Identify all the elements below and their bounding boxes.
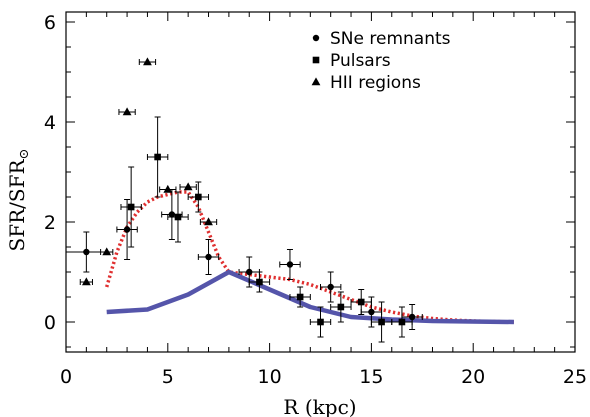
dotted-model-curve — [105, 190, 514, 324]
plot-frame — [65, 11, 576, 353]
y-tick-label: 6 — [44, 12, 56, 34]
square-point — [154, 153, 161, 161]
legend-triangle-marker — [311, 77, 321, 86]
x-tick-label: 15 — [359, 366, 383, 388]
triangle-point — [122, 107, 132, 116]
legend-circle-marker — [312, 34, 320, 42]
x-tick-label: 5 — [162, 366, 174, 388]
square-point — [195, 193, 202, 201]
x-axis-title: R (kpc) — [283, 395, 356, 417]
x-tick-label: 0 — [60, 366, 72, 388]
triangle-point — [163, 184, 173, 193]
circle-point — [168, 211, 176, 218]
circle-point — [408, 313, 416, 321]
triangle-point — [143, 57, 152, 66]
x-tick-label: 10 — [258, 366, 282, 388]
x-tick-label: 25 — [563, 366, 587, 388]
square-point — [398, 318, 406, 326]
circle-point — [368, 308, 375, 316]
legend-square-marker — [312, 56, 320, 64]
y-tick-label: 2 — [44, 212, 56, 234]
y-tick-label: 4 — [44, 112, 56, 134]
square-point — [357, 298, 365, 306]
x-tick-label: 20 — [461, 366, 485, 388]
circle-point — [123, 226, 131, 233]
legend-label: Pulsars — [330, 51, 391, 71]
circle-point — [327, 283, 334, 291]
square-point — [127, 203, 135, 211]
triangle-point — [81, 277, 91, 286]
legend-label: HII regions — [330, 73, 421, 93]
y-axis-title: SFR/SFR⊙ — [5, 149, 32, 252]
square-point — [317, 318, 324, 326]
circle-point — [205, 253, 212, 261]
error-bars — [65, 59, 423, 343]
circle-point — [286, 261, 294, 268]
triangle-point — [183, 182, 193, 191]
data-points — [81, 57, 416, 326]
triangle-point — [204, 217, 213, 226]
square-point — [174, 213, 182, 221]
square-point — [378, 318, 385, 326]
square-point — [337, 303, 345, 311]
y-tick-label: 0 — [44, 312, 56, 334]
legend-label: SNe remnants — [330, 29, 451, 49]
circle-point — [83, 248, 90, 256]
square-point — [256, 278, 263, 286]
circle-point — [246, 268, 253, 276]
axes: 0 5 10 15 20 25 0 2 4 6 — [44, 11, 587, 388]
square-point — [296, 293, 304, 301]
model-curves — [105, 190, 514, 325]
triangle-point — [102, 247, 112, 256]
